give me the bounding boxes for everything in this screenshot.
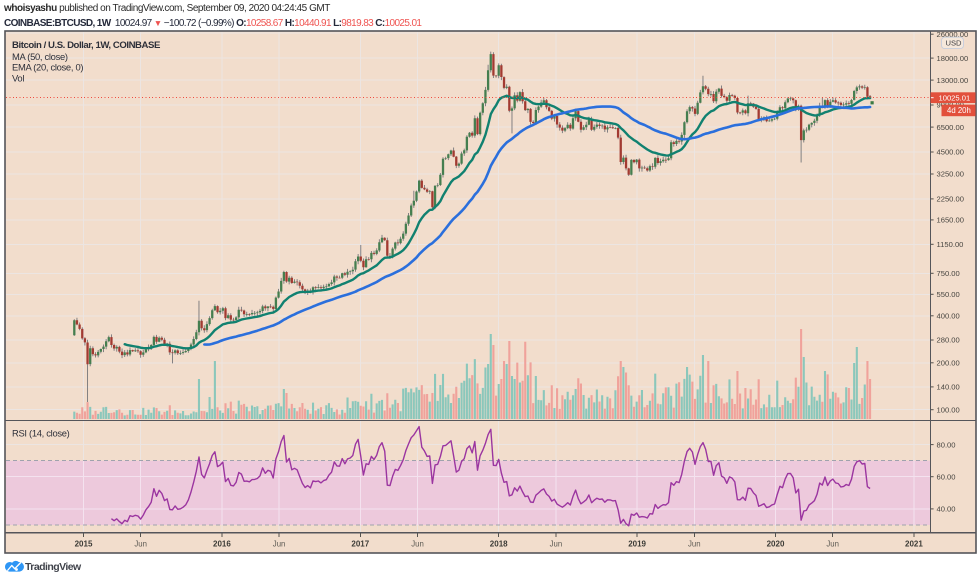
svg-text:6500.00: 6500.00 <box>937 123 964 132</box>
svg-text:750.00: 750.00 <box>937 269 960 278</box>
svg-text:2020: 2020 <box>767 540 785 549</box>
svg-text:RSI (14, close): RSI (14, close) <box>12 428 70 439</box>
svg-text:18000.00: 18000.00 <box>937 54 969 63</box>
svg-text:2021: 2021 <box>905 540 923 549</box>
svg-text:Jun: Jun <box>550 540 563 549</box>
svg-text:Jun: Jun <box>688 540 701 549</box>
svg-text:Jun: Jun <box>826 540 839 549</box>
svg-text:EMA (20, close, 0): EMA (20, close, 0) <box>12 62 83 73</box>
svg-text:140.00: 140.00 <box>937 383 960 392</box>
svg-text:26000.00: 26000.00 <box>937 30 969 39</box>
svg-text:2250.00: 2250.00 <box>937 195 964 204</box>
svg-text:2017: 2017 <box>351 540 369 549</box>
svg-text:2015: 2015 <box>75 540 93 549</box>
svg-text:280.00: 280.00 <box>937 336 960 345</box>
svg-text:1650.00: 1650.00 <box>937 216 964 225</box>
svg-text:2016: 2016 <box>213 540 231 549</box>
svg-text:Jun: Jun <box>273 540 286 549</box>
svg-text:USD: USD <box>946 38 963 47</box>
svg-text:MA (50, close): MA (50, close) <box>12 51 68 62</box>
svg-text:1150.00: 1150.00 <box>937 240 964 249</box>
svg-text:2019: 2019 <box>628 540 646 549</box>
svg-text:10025.01: 10025.01 <box>939 94 971 103</box>
svg-text:Vol: Vol <box>12 72 24 83</box>
svg-text:4d 20h: 4d 20h <box>947 106 971 115</box>
svg-text:4500.00: 4500.00 <box>937 148 964 157</box>
svg-text:40.00: 40.00 <box>937 505 956 514</box>
svg-text:3250.00: 3250.00 <box>937 170 964 179</box>
svg-text:550.00: 550.00 <box>937 290 960 299</box>
svg-text:100.00: 100.00 <box>937 405 960 414</box>
svg-text:2018: 2018 <box>490 540 508 549</box>
svg-text:200.00: 200.00 <box>937 359 960 368</box>
svg-text:400.00: 400.00 <box>937 312 960 321</box>
svg-text:80.00: 80.00 <box>937 440 956 449</box>
svg-text:Jun: Jun <box>411 540 424 549</box>
svg-text:Jun: Jun <box>134 540 147 549</box>
svg-text:60.00: 60.00 <box>937 472 956 481</box>
svg-text:Bitcoin / U.S. Dollar, 1W, COI: Bitcoin / U.S. Dollar, 1W, COINBASE <box>12 40 161 51</box>
svg-text:13000.00: 13000.00 <box>937 76 969 85</box>
